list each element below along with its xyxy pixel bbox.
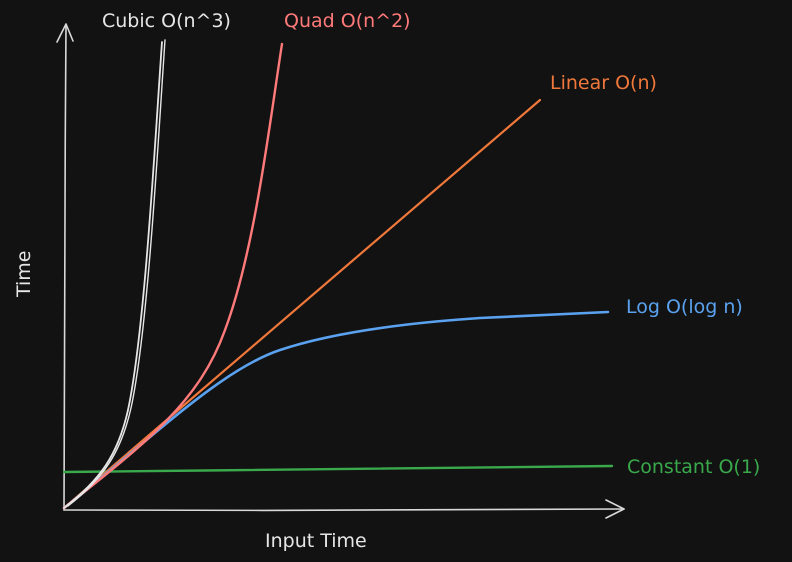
constant-label: Constant O(1) [627, 456, 760, 478]
y-axis-label: Time [13, 251, 35, 299]
cubic-curve-stroke-2 [67, 39, 166, 507]
cubic-curve [63, 41, 163, 509]
x-axis-label: Input Time [265, 530, 367, 552]
y-axis-arrowhead [56, 23, 74, 43]
quad-curve [62, 42, 284, 510]
x-axis-arrowhead [605, 499, 625, 519]
quad-label: Quad O(n^2) [284, 10, 411, 32]
log-curve [62, 310, 610, 510]
linear-curve [62, 98, 542, 510]
constant-curve [62, 464, 614, 474]
cubic-label: Cubic O(n^3) [102, 10, 231, 32]
log-label: Log O(log n) [626, 296, 743, 318]
x-axis [63, 499, 625, 519]
linear-label: Linear O(n) [550, 72, 657, 94]
y-axis [56, 23, 74, 511]
